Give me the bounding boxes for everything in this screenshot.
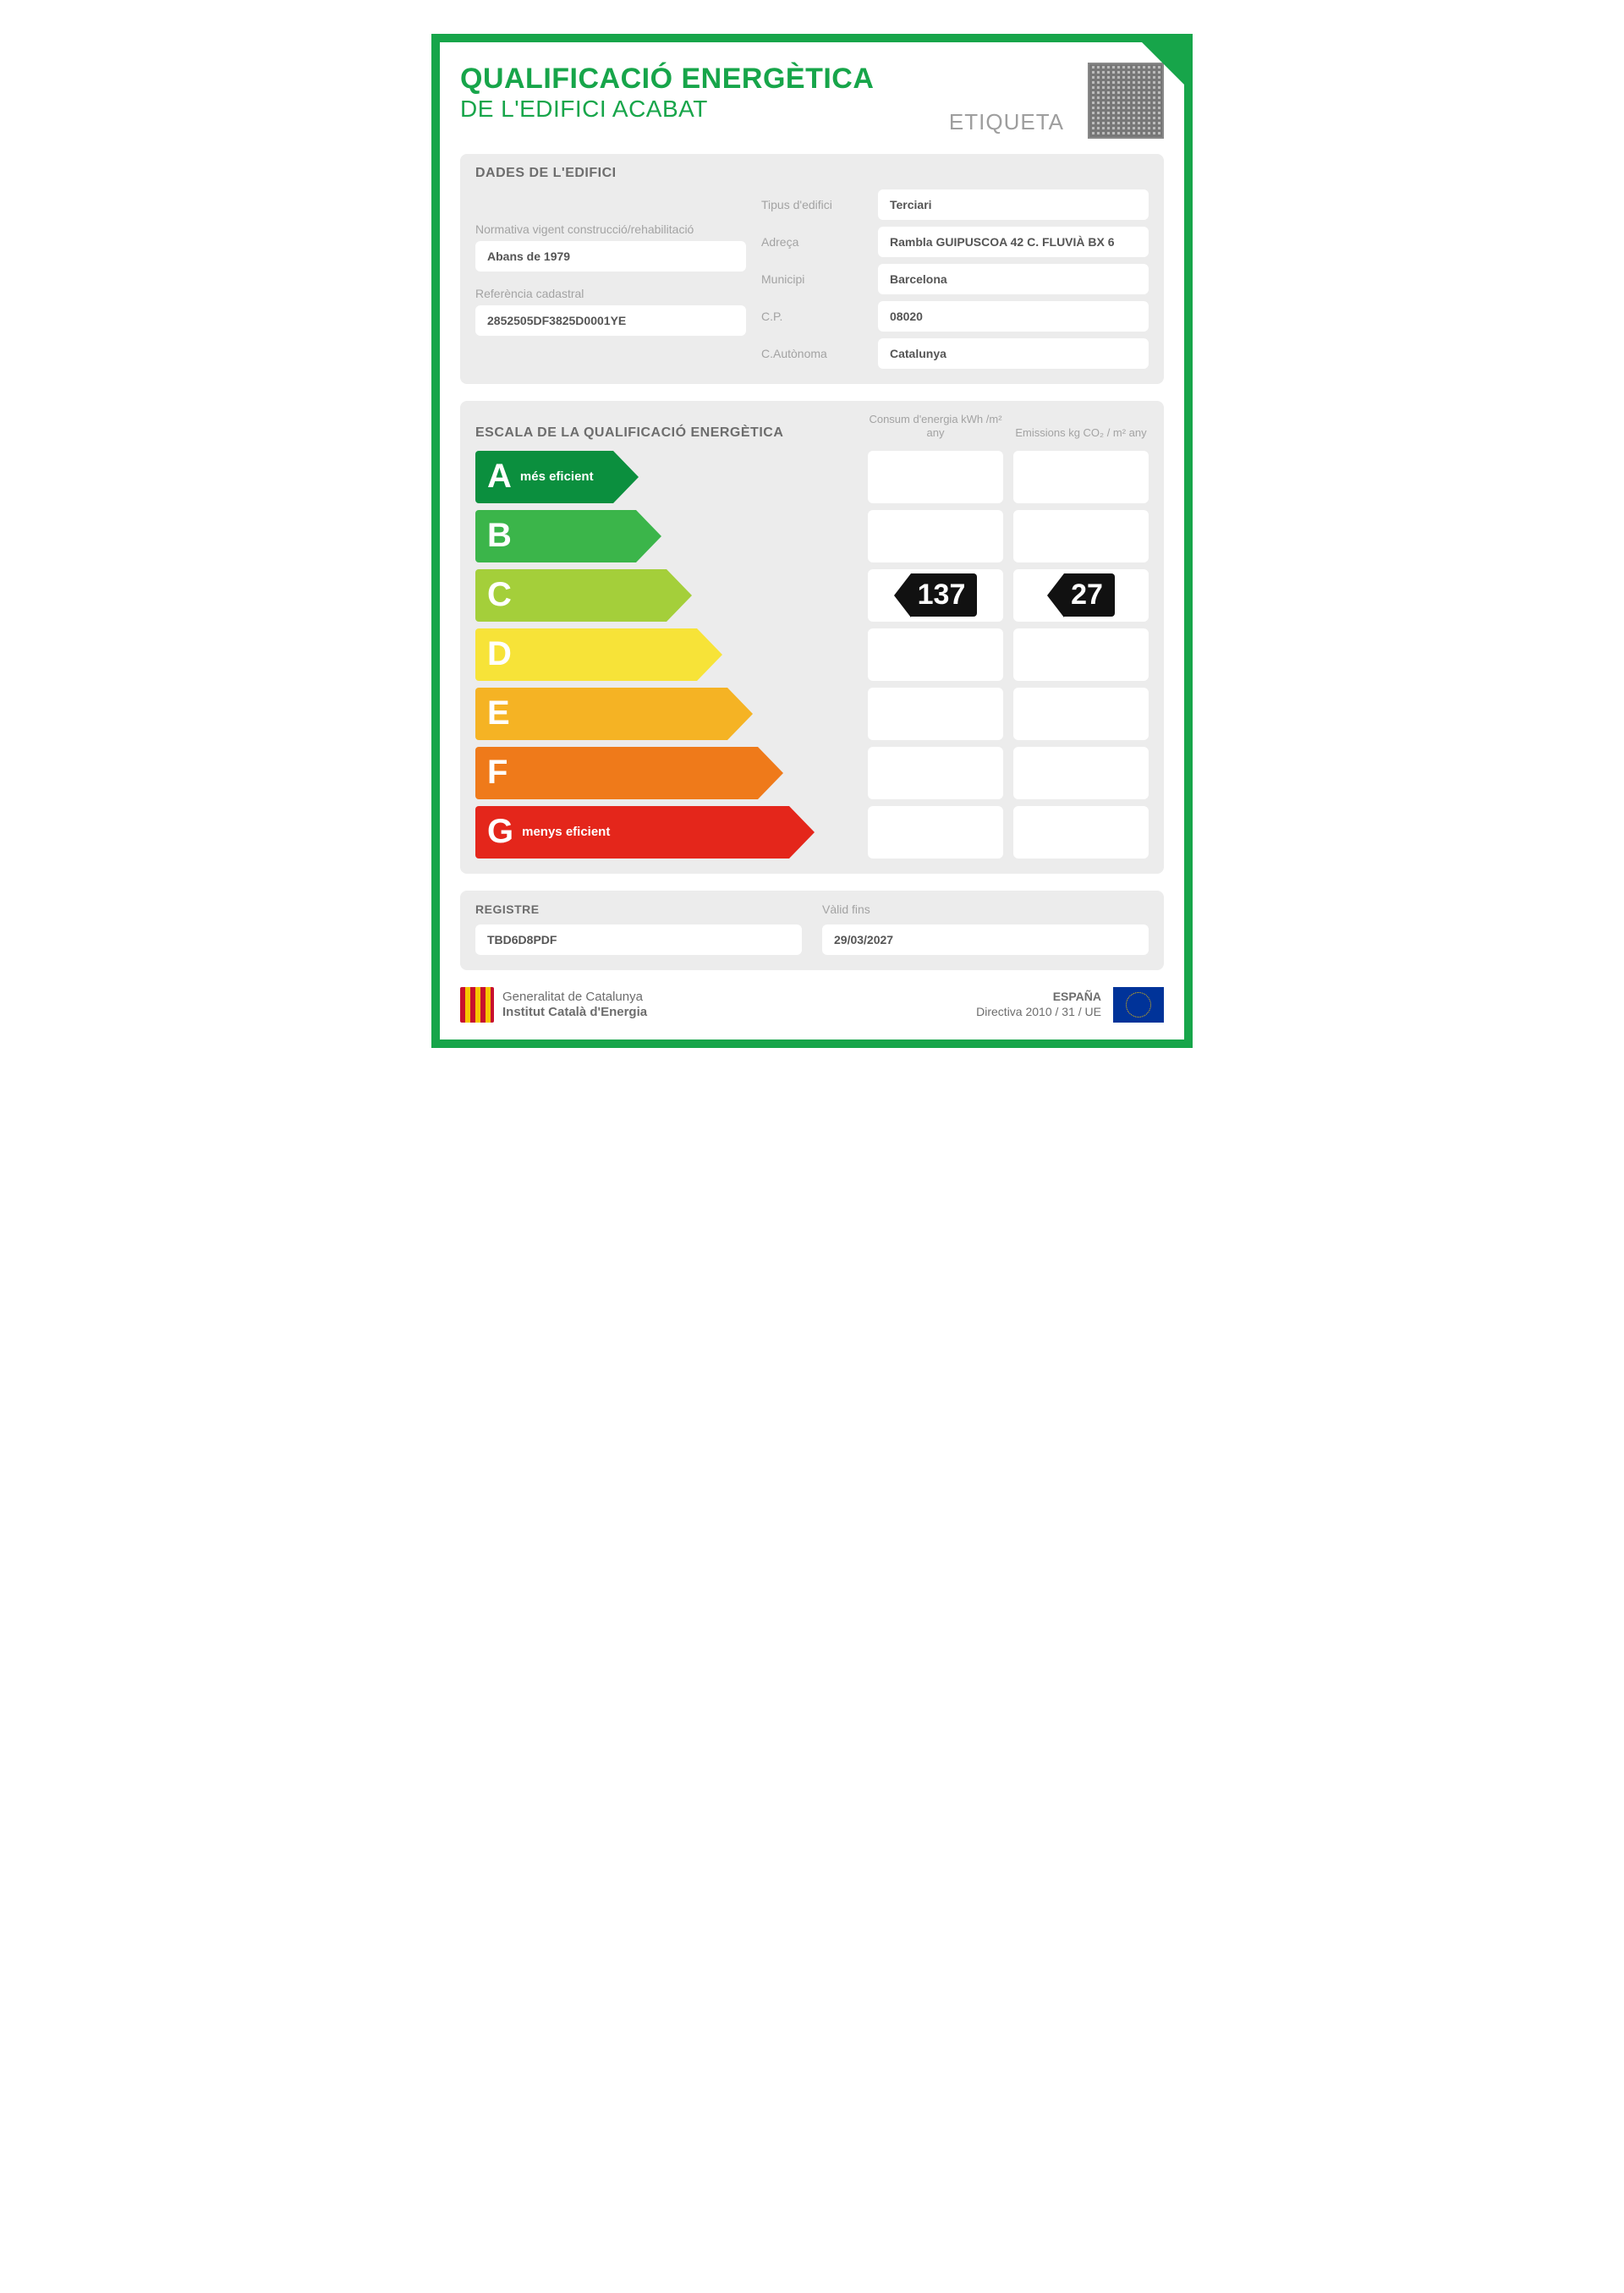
rating-letter: E	[487, 694, 510, 732]
footer-directive: Directiva 2010 / 31 / UE	[976, 1005, 1101, 1020]
scale-title: ESCALA DE LA QUALIFICACIÓ ENERGÈTICA	[475, 425, 858, 441]
rating-subtext: més eficient	[520, 469, 594, 484]
emissions-cell-A	[1013, 451, 1149, 503]
rating-letter: C	[487, 576, 512, 614]
normativa-label: Normativa vigent construcció/rehabilitac…	[475, 222, 746, 236]
issuer-line-2: Institut Català d'Energia	[502, 1005, 647, 1019]
emissions-value-tag: 27	[1047, 573, 1115, 617]
consumption-value: 137	[911, 573, 978, 617]
scale-header: ESCALA DE LA QUALIFICACIÓ ENERGÈTICA Con…	[475, 413, 1149, 441]
consumption-cell-G	[868, 806, 1003, 859]
building-panel-title: DADES DE L'EDIFICI	[475, 166, 1149, 181]
scale-row-G: Gmenys eficient	[475, 806, 1149, 859]
register-panel: REGISTRE TBD6D8PDF Vàlid fins 29/03/2027	[460, 891, 1164, 970]
rating-subtext: menys eficient	[522, 825, 610, 839]
normativa-value: Abans de 1979	[475, 241, 746, 272]
header: QUALIFICACIÓ ENERGÈTICA DE L'EDIFICI ACA…	[460, 63, 1164, 139]
rating-letter: B	[487, 517, 512, 555]
refcad-label: Referència cadastral	[475, 287, 746, 300]
corner-decor	[1133, 34, 1193, 93]
rating-arrow-C: C	[475, 569, 858, 622]
building-field-value: Rambla GUIPUSCOA 42 C. FLUVIÀ BX 6	[878, 227, 1149, 257]
register-right: Vàlid fins 29/03/2027	[822, 902, 1149, 955]
scale-row-F: F	[475, 747, 1149, 799]
gencat-logo-icon	[460, 987, 494, 1023]
building-grid: Normativa vigent construcció/rehabilitac…	[475, 189, 1149, 369]
col-head-consumption: Consum d'energia kWh /m² any	[868, 413, 1003, 441]
certificate: QUALIFICACIÓ ENERGÈTICA DE L'EDIFICI ACA…	[431, 34, 1193, 1048]
scale-row-D: D	[475, 628, 1149, 681]
emissions-cell-F	[1013, 747, 1149, 799]
issuer-text: Generalitat de Catalunya Institut Català…	[502, 990, 647, 1019]
rating-arrow-A: Amés eficient	[475, 451, 858, 503]
header-titles: QUALIFICACIÓ ENERGÈTICA DE L'EDIFICI ACA…	[460, 63, 932, 123]
register-label: REGISTRE	[475, 902, 802, 916]
col-head-emissions: Emissions kg CO₂ / m² any	[1013, 426, 1149, 440]
building-field-label: Municipi	[761, 269, 863, 289]
register-code: TBD6D8PDF	[475, 924, 802, 955]
rating-arrow-E: E	[475, 688, 858, 740]
rating-arrow-F: F	[475, 747, 858, 799]
footer-country: ESPAÑA	[976, 990, 1101, 1005]
register-left: REGISTRE TBD6D8PDF	[475, 902, 802, 955]
footer-labels: ESPAÑA Directiva 2010 / 31 / UE	[976, 990, 1101, 1019]
building-field-value: Barcelona	[878, 264, 1149, 294]
consumption-cell-C: 137	[868, 569, 1003, 622]
consumption-cell-E	[868, 688, 1003, 740]
title-line-1: QUALIFICACIÓ ENERGÈTICA	[460, 63, 932, 96]
rating-letter: D	[487, 635, 512, 673]
consumption-cell-D	[868, 628, 1003, 681]
valid-until-label: Vàlid fins	[822, 902, 1149, 916]
scale-row-B: B	[475, 510, 1149, 562]
issuer-block: Generalitat de Catalunya Institut Català…	[460, 987, 647, 1023]
building-field-value: Catalunya	[878, 338, 1149, 369]
emissions-cell-B	[1013, 510, 1149, 562]
emissions-cell-E	[1013, 688, 1149, 740]
scale-row-C: C 137 27	[475, 569, 1149, 622]
consumption-cell-B	[868, 510, 1003, 562]
refcad-value: 2852505DF3825D0001YE	[475, 305, 746, 336]
eu-flag-icon	[1113, 987, 1164, 1023]
rating-arrow-D: D	[475, 628, 858, 681]
consumption-value-tag: 137	[894, 573, 978, 617]
scale-row-A: Amés eficient	[475, 451, 1149, 503]
consumption-cell-A	[868, 451, 1003, 503]
rating-letter: G	[487, 813, 513, 851]
emissions-value: 27	[1064, 573, 1115, 617]
scale-row-E: E	[475, 688, 1149, 740]
building-field-label: Adreça	[761, 232, 863, 252]
building-field-label: C.P.	[761, 306, 863, 326]
rating-letter: F	[487, 754, 508, 792]
building-data-panel: DADES DE L'EDIFICI Normativa vigent cons…	[460, 154, 1164, 384]
building-left-column: Normativa vigent construcció/rehabilitac…	[475, 222, 746, 336]
rating-letter: A	[487, 458, 512, 496]
emissions-cell-C: 27	[1013, 569, 1149, 622]
building-field-label: C.Autònoma	[761, 343, 863, 364]
building-field-value: Terciari	[878, 189, 1149, 220]
building-field-label: Tipus d'edifici	[761, 195, 863, 215]
issuer-line-1: Generalitat de Catalunya	[502, 990, 647, 1004]
footer: Generalitat de Catalunya Institut Català…	[460, 987, 1164, 1023]
etiqueta-label: ETIQUETA	[949, 109, 1064, 135]
consumption-cell-F	[868, 747, 1003, 799]
emissions-cell-G	[1013, 806, 1149, 859]
rating-arrow-G: Gmenys eficient	[475, 806, 858, 859]
scale-panel: ESCALA DE LA QUALIFICACIÓ ENERGÈTICA Con…	[460, 401, 1164, 874]
emissions-cell-D	[1013, 628, 1149, 681]
footer-right: ESPAÑA Directiva 2010 / 31 / UE	[976, 987, 1164, 1023]
scale-rows: Amés eficientBC13727DEFGmenys eficient	[475, 451, 1149, 859]
building-field-value: 08020	[878, 301, 1149, 332]
valid-until-value: 29/03/2027	[822, 924, 1149, 955]
title-line-2: DE L'EDIFICI ACABAT	[460, 96, 932, 123]
rating-arrow-B: B	[475, 510, 858, 562]
